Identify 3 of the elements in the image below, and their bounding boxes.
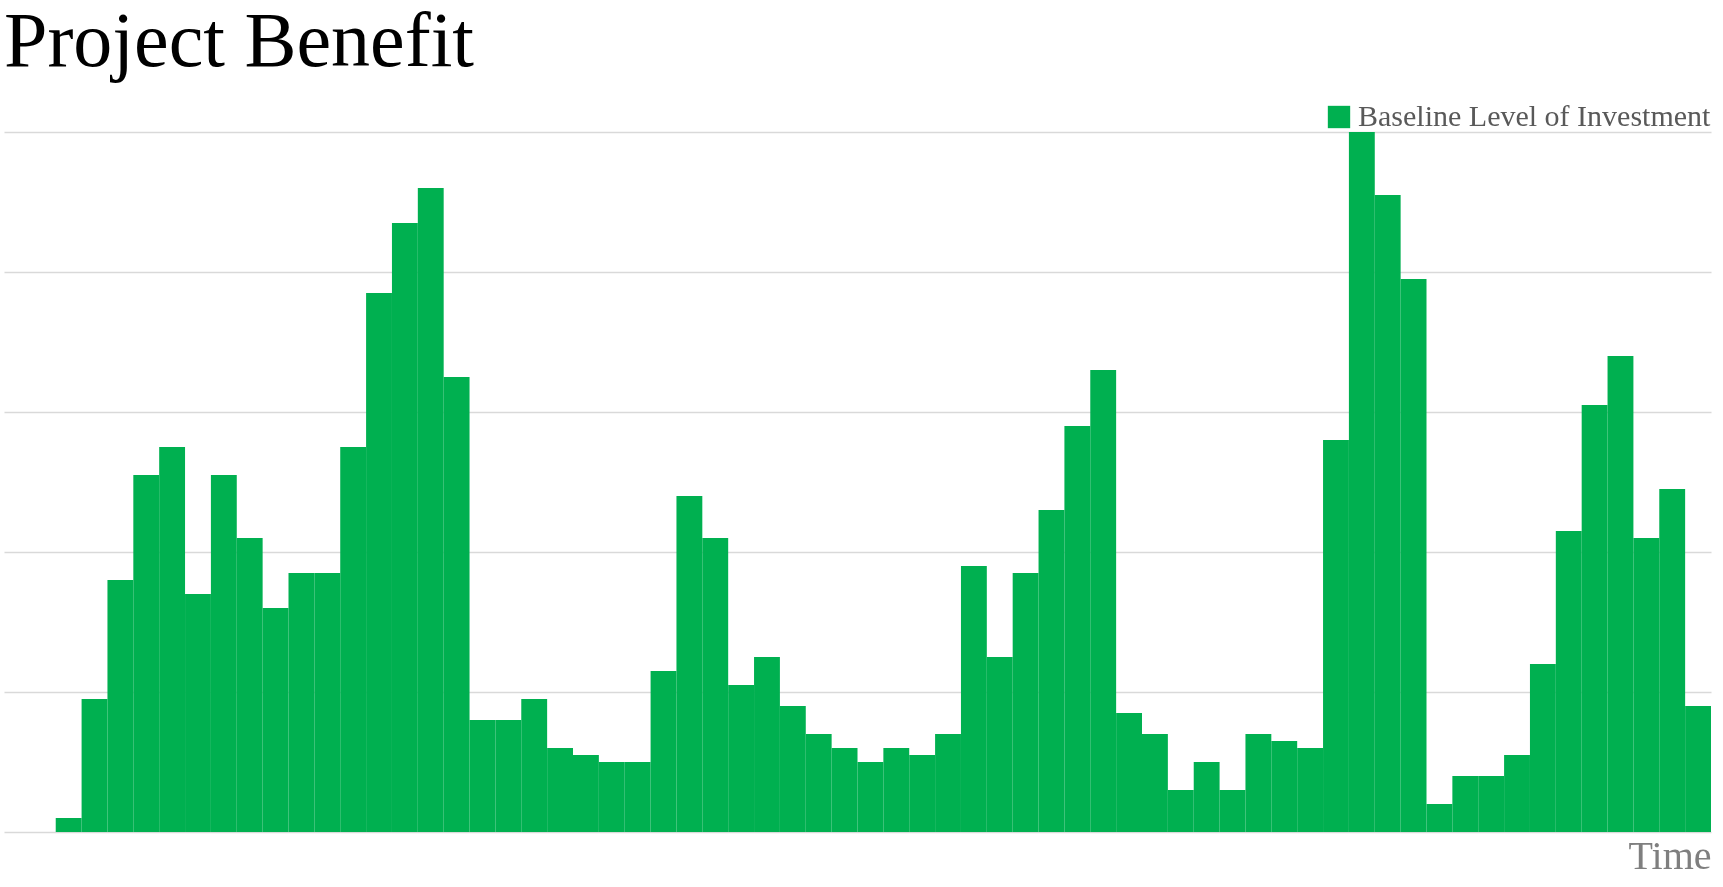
legend-label: Baseline Level of Investment bbox=[1358, 99, 1712, 132]
x-axis-title: Time bbox=[1628, 832, 1712, 878]
chart-title: Project Benefit bbox=[4, 0, 475, 83]
